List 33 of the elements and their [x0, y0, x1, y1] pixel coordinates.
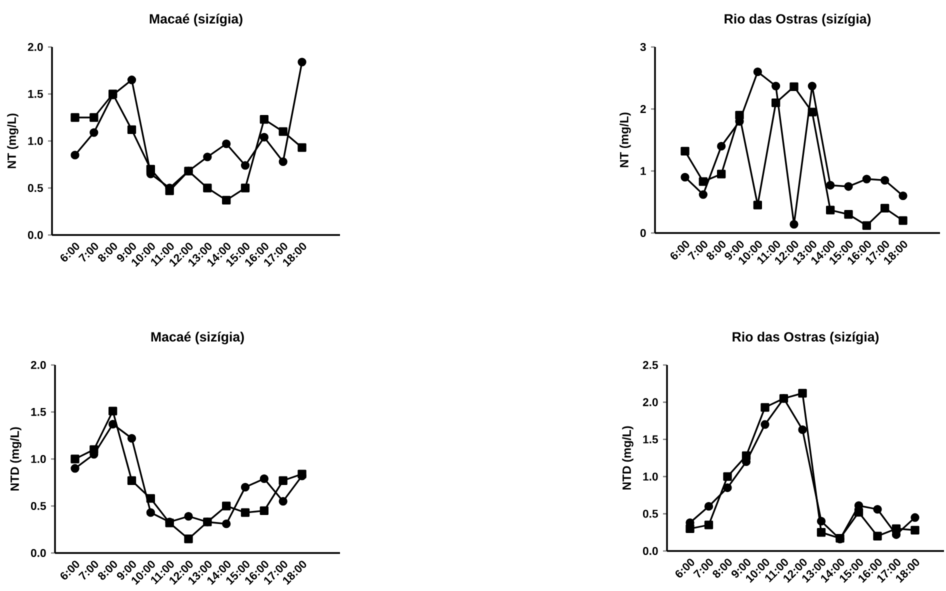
- y-tick-label: 0.5: [30, 502, 46, 510]
- x-tick-label: 6:00: [60, 242, 80, 262]
- x-tick-label: 6:00: [676, 558, 694, 578]
- x-tick-label: 6:00: [670, 240, 690, 260]
- y-tick-label: 0: [640, 228, 646, 237]
- y-axis-title: NTD (mg/L): [10, 427, 22, 491]
- chart-title: Rio das Ostras (sizígia): [732, 332, 879, 344]
- x-tick-label: 7:00: [693, 558, 713, 578]
- y-tick-label: 2.0: [28, 42, 43, 51]
- y-tick-label: 2.5: [642, 360, 658, 369]
- chart-title: Rio das Ostras (sizígia): [724, 14, 871, 26]
- y-tick-label: 1: [640, 167, 646, 175]
- y-tick-label: 0.0: [642, 546, 658, 555]
- y-tick-label: 1.0: [28, 136, 43, 145]
- y-tick-label: 2: [640, 105, 646, 113]
- y-axis-title: NT (mg/L): [620, 112, 631, 168]
- y-tick-label: 0.0: [30, 548, 46, 557]
- y-tick-label: 1.5: [643, 435, 658, 444]
- x-tick-label: 6:00: [60, 560, 80, 580]
- y-tick-label: 2.0: [642, 398, 658, 406]
- y-tick-label: 1.0: [643, 472, 658, 481]
- y-tick-label: 1.0: [31, 454, 46, 463]
- y-axis-title: NTD (mg/L): [622, 426, 634, 490]
- y-tick-label: 3: [640, 42, 646, 52]
- chart-title: Macaé (sizígia): [151, 332, 244, 344]
- y-axis-title: NT (mg/L): [7, 114, 18, 168]
- chart-title: Macaé (sizígia): [150, 14, 242, 26]
- y-tick-label: 2.0: [30, 360, 46, 369]
- y-tick-label: 0.5: [28, 184, 43, 192]
- y-tick-label: 0.0: [28, 230, 43, 239]
- y-tick-label: 1.5: [28, 90, 43, 98]
- y-tick-label: 1.5: [31, 408, 46, 416]
- y-tick-label: 0.5: [642, 510, 658, 518]
